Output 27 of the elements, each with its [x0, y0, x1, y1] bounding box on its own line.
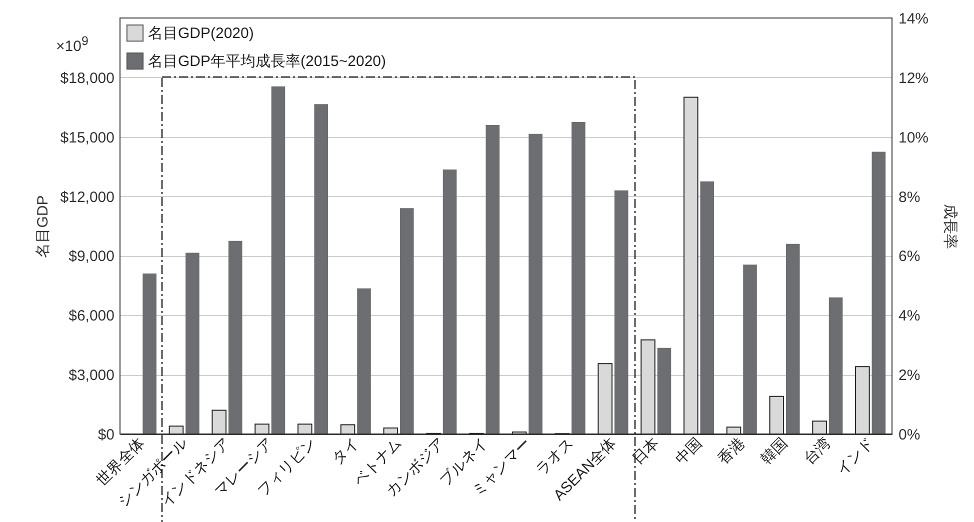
legend-label: 名目GDP(2020) — [148, 25, 254, 42]
y-tick-label: $3,000 — [68, 367, 114, 384]
legend-label: 名目GDP年平均成長率(2015~2020) — [148, 53, 386, 70]
y2-tick-label: 14% — [898, 10, 929, 28]
x-tick-label: 台湾 — [800, 434, 834, 468]
y2-tick-label: 8% — [898, 188, 920, 206]
y-tick-label: $0 — [98, 426, 114, 444]
text: ×10$^{9}$ — [56, 34, 88, 55]
y-axis-title: 名目GDP — [34, 195, 52, 258]
y2-tick-label: 10% — [898, 129, 929, 146]
y-tick-label: $18,000 — [60, 70, 114, 87]
x-tick-label: 日本 — [629, 434, 662, 468]
y2-tick-label: 12% — [898, 70, 929, 87]
x-tick-label: 香港 — [715, 434, 748, 468]
x-tick-label: 中国 — [672, 434, 706, 468]
y2-axis-title: 成長率 — [942, 204, 959, 249]
y-tick-label: $9,000 — [68, 248, 114, 266]
y2-tick-label: 2% — [898, 367, 920, 384]
y2-tick-label: 0% — [898, 426, 920, 444]
x-tick-label: インド — [833, 434, 877, 479]
y2-tick-label: 6% — [898, 248, 920, 266]
x-tick-label: タイ — [329, 434, 362, 468]
y-tick-label: $6,000 — [68, 308, 114, 325]
x-tick-label: 韓国 — [758, 434, 792, 468]
y-tick-label: $15,000 — [60, 129, 114, 146]
y2-tick-label: 4% — [898, 308, 920, 325]
y-tick-label: $12,000 — [60, 188, 114, 206]
